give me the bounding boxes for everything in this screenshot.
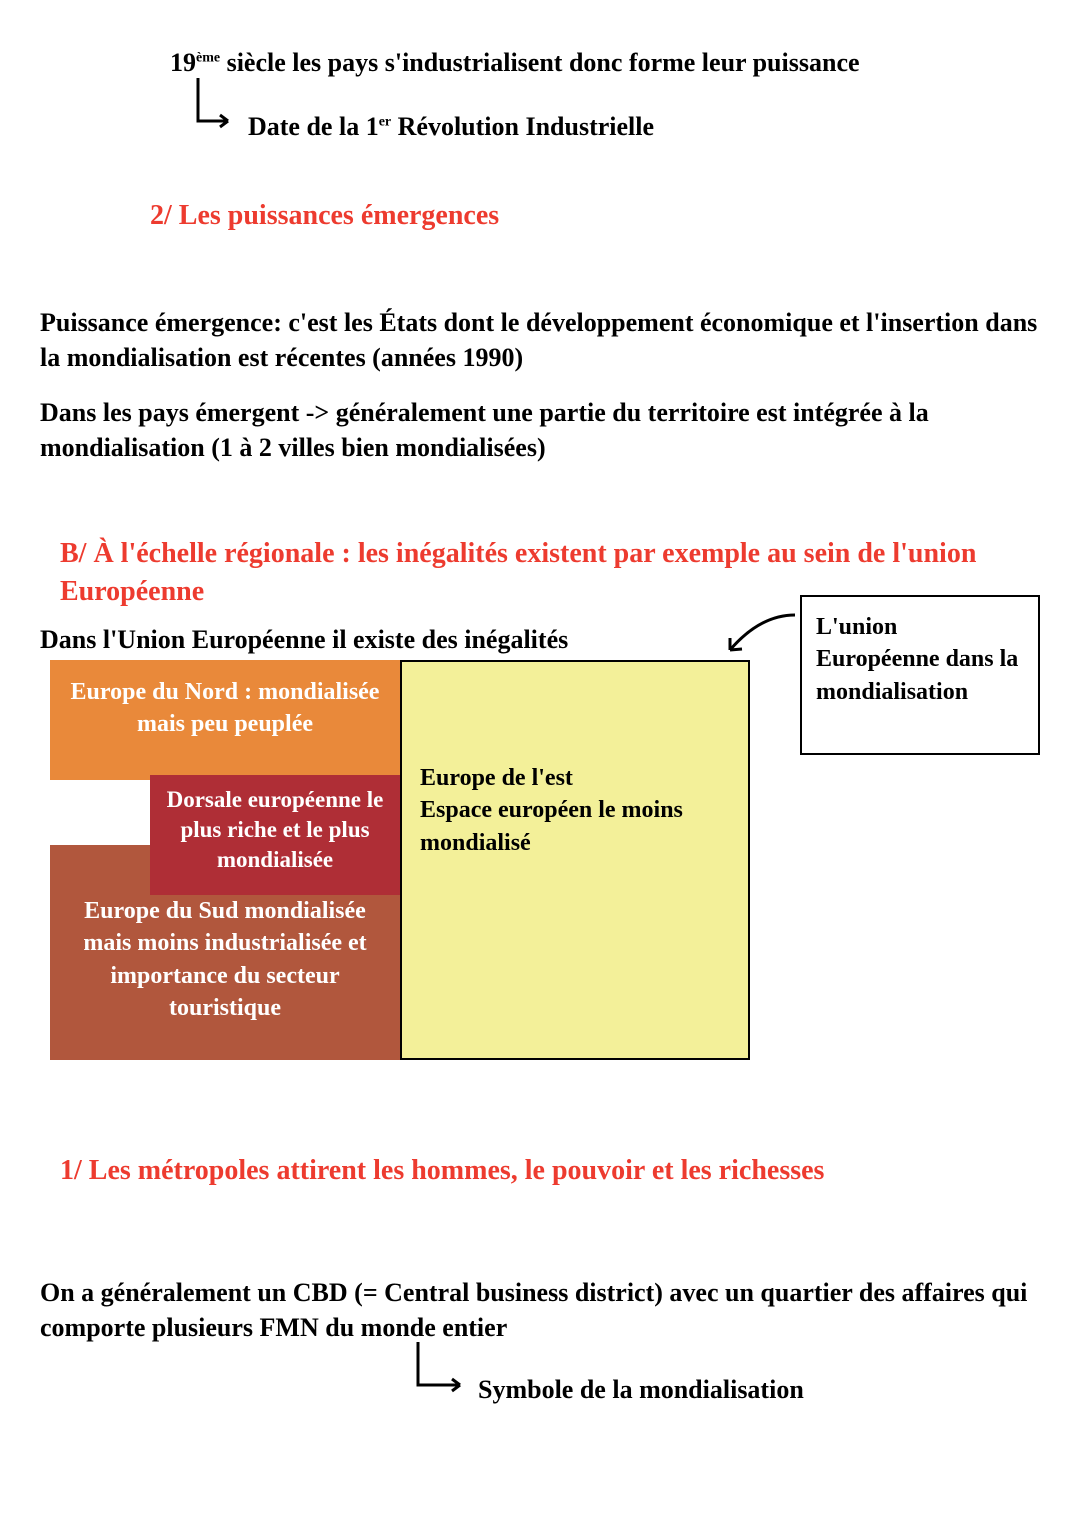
- symbol-line: Symbole de la mondialisation: [478, 1375, 804, 1405]
- arrow-down-right-icon: [410, 1340, 470, 1400]
- section-heading-2: 2/ Les puissances émergences: [150, 200, 499, 232]
- arrow-down-right-icon: [188, 76, 238, 136]
- paragraph-cbd: On a généralement un CBD (= Central busi…: [40, 1275, 1040, 1345]
- section-heading-1-metropoles: 1/ Les métropoles attirent les hommes, l…: [60, 1155, 824, 1187]
- paragraph-definition: Puissance émergence: c'est les États don…: [40, 305, 1040, 375]
- text: Espace européen le moins mondialisé: [420, 794, 730, 859]
- text: Europe de l'est: [420, 762, 730, 794]
- block-dorsale: Dorsale européenne le plus riche et le p…: [150, 775, 400, 895]
- paragraph-eu: Dans l'Union Européenne il existe des in…: [40, 625, 568, 655]
- block-europe-east: Europe de l'est Espace européen le moins…: [400, 660, 750, 1060]
- text: siècle les pays s'industrialisent donc f…: [220, 48, 859, 77]
- superscript: er: [379, 114, 391, 129]
- text: Europe du Sud mondialisée mais moins ind…: [83, 898, 366, 1021]
- text: Révolution Industrielle: [391, 112, 654, 141]
- intro-line-2: Date de la 1er Révolution Industrielle: [248, 112, 654, 142]
- text: L'union Européenne dans la mondialisatio…: [816, 614, 1018, 705]
- annotation-box: L'union Européenne dans la mondialisatio…: [800, 595, 1040, 755]
- paragraph-emergent: Dans les pays émergent -> généralement u…: [40, 395, 1040, 465]
- block-europe-north: Europe du Nord : mondialisée mais peu pe…: [50, 660, 400, 780]
- intro-line-1: 19ème siècle les pays s'industrialisent …: [170, 48, 860, 78]
- text: Dorsale européenne le plus riche et le p…: [167, 787, 384, 872]
- text: Europe du Nord : mondialisée mais peu pe…: [71, 679, 380, 737]
- text: 19: [170, 48, 196, 77]
- arrow-curve-left-icon: [700, 605, 800, 665]
- superscript: ème: [196, 50, 220, 65]
- europe-diagram: Europe de l'est Espace européen le moins…: [50, 660, 750, 1060]
- page: 19ème siècle les pays s'industrialisent …: [0, 0, 1080, 1532]
- text: Date de la 1: [248, 112, 379, 141]
